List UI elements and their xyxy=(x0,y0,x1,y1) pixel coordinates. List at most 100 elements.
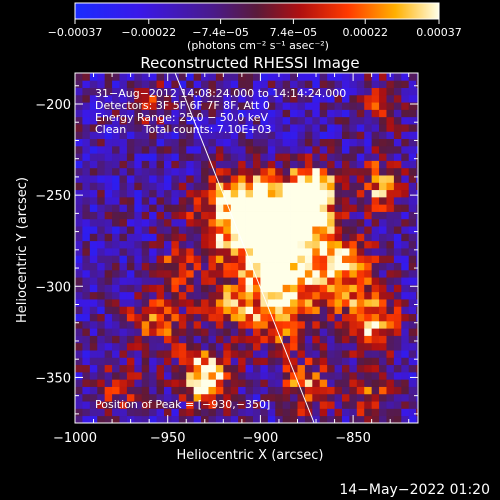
heatmap-cell xyxy=(290,189,298,198)
heatmap-cell xyxy=(334,306,343,315)
heatmap-cell xyxy=(364,124,373,132)
heatmap-cell xyxy=(119,182,128,191)
heatmap-cell xyxy=(112,240,120,249)
heatmap-cell xyxy=(201,269,209,278)
heatmap-cell xyxy=(238,386,246,395)
heatmap-cell xyxy=(119,262,128,271)
heatmap-cell xyxy=(82,218,91,227)
y-tick-label: −250 xyxy=(35,189,71,204)
heatmap-cell xyxy=(260,386,269,395)
heatmap-cell xyxy=(267,284,276,293)
heatmap-cell xyxy=(290,320,298,329)
heatmap-cell xyxy=(416,342,418,351)
heatmap-cell xyxy=(267,328,276,336)
heatmap-cell xyxy=(245,87,254,96)
heatmap-cell xyxy=(319,145,328,154)
heatmap-cell xyxy=(104,328,113,336)
heatmap-cell xyxy=(282,299,291,307)
heatmap-cell xyxy=(163,153,172,161)
heatmap-cell xyxy=(304,218,313,227)
heatmap-cell xyxy=(290,116,298,125)
heatmap-cell xyxy=(312,175,321,183)
heatmap-cell xyxy=(112,175,120,183)
heatmap-cell xyxy=(260,401,269,409)
heatmap-cell xyxy=(149,284,157,293)
heatmap-cell xyxy=(267,102,276,110)
heatmap-cell xyxy=(238,379,246,387)
heatmap-cell xyxy=(379,80,387,88)
heatmap-cell xyxy=(282,262,291,271)
heatmap-cell xyxy=(149,138,157,147)
heatmap-cell xyxy=(304,94,313,103)
heatmap-cell xyxy=(349,226,358,234)
heatmap-cell xyxy=(171,364,180,373)
heatmap-cell xyxy=(245,124,254,132)
heatmap-cell xyxy=(252,73,261,81)
heatmap-cell xyxy=(186,124,195,132)
heatmap-cell xyxy=(149,240,157,249)
heatmap-cell xyxy=(230,328,239,336)
heatmap-cell xyxy=(290,167,298,176)
heatmap-cell xyxy=(282,145,291,154)
heatmap-cell xyxy=(401,233,410,242)
heatmap-cell xyxy=(416,299,418,307)
heatmap-cell xyxy=(312,189,321,198)
heatmap-cell xyxy=(149,189,157,198)
heatmap-cell xyxy=(349,335,358,344)
heatmap-cell xyxy=(364,291,373,300)
heatmap-cell xyxy=(141,342,150,351)
heatmap-cell xyxy=(89,364,98,373)
heatmap-cell xyxy=(223,393,232,402)
heatmap-cell xyxy=(304,240,313,249)
heatmap-cell xyxy=(379,255,387,263)
heatmap-cell xyxy=(82,94,91,103)
heatmap-cell xyxy=(163,131,172,140)
heatmap-cell xyxy=(208,80,217,88)
heatmap-cell xyxy=(245,313,254,322)
heatmap-cell xyxy=(290,371,298,380)
heatmap-cell xyxy=(401,204,410,212)
heatmap-cell xyxy=(416,393,418,402)
heatmap-cell xyxy=(156,269,165,278)
heatmap-cell xyxy=(364,87,373,96)
heatmap-cell xyxy=(379,124,387,132)
heatmap-cell xyxy=(356,371,365,380)
heatmap-cell xyxy=(341,393,350,402)
heatmap-cell xyxy=(356,167,365,176)
heatmap-cell xyxy=(401,153,410,161)
heatmap-cell xyxy=(156,94,165,103)
heatmap-cell xyxy=(82,393,91,402)
heatmap-cell xyxy=(275,284,284,293)
heatmap-cell xyxy=(334,189,343,198)
heatmap-cell xyxy=(327,386,335,395)
heatmap-cell xyxy=(171,102,180,110)
heatmap-cell xyxy=(275,291,284,300)
heatmap-cell xyxy=(319,175,328,183)
heatmap-cell xyxy=(416,408,418,417)
heatmap-cell xyxy=(304,87,313,96)
heatmap-cell xyxy=(349,284,358,293)
heatmap-cell xyxy=(149,415,157,423)
heatmap-cell xyxy=(312,87,321,96)
heatmap-cell xyxy=(97,335,106,344)
heatmap-cell xyxy=(341,145,350,154)
heatmap-cell xyxy=(393,415,402,423)
heatmap-cell xyxy=(97,408,106,417)
heatmap-cell xyxy=(223,386,232,395)
heatmap-cell xyxy=(327,233,335,242)
heatmap-cell xyxy=(319,87,328,96)
heatmap-cell xyxy=(134,240,143,249)
heatmap-cell xyxy=(416,87,418,96)
heatmap-cell xyxy=(149,218,157,227)
heatmap-cell xyxy=(334,342,343,351)
heatmap-cell xyxy=(97,102,106,110)
heatmap-cell xyxy=(134,233,143,242)
heatmap-cell xyxy=(393,408,402,417)
heatmap-cell xyxy=(379,357,387,366)
heatmap-cell xyxy=(171,313,180,322)
heatmap-cell xyxy=(208,328,217,336)
heatmap-cell xyxy=(386,284,395,293)
heatmap-cell xyxy=(208,313,217,322)
heatmap-cell xyxy=(349,342,358,351)
heatmap-cell xyxy=(230,269,239,278)
